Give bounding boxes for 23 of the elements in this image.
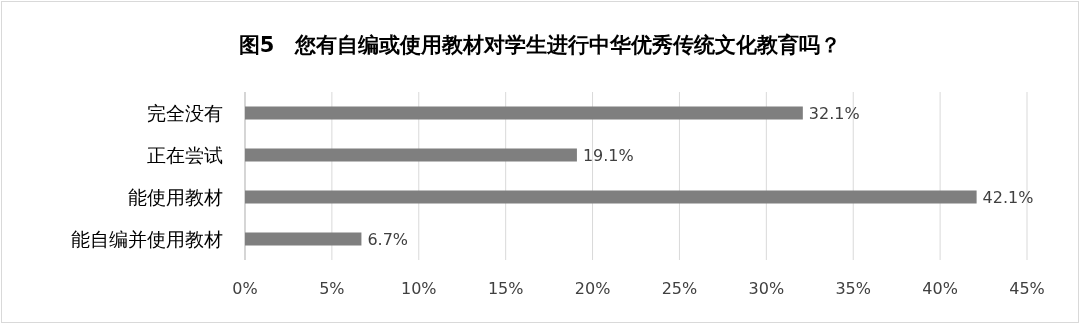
y-tick-label: 正在尝试 [147,144,223,166]
x-tick-label: 45% [1009,279,1045,298]
x-tick-label: 40% [922,279,958,298]
x-tick-label: 0% [232,279,258,298]
x-tick-label: 5% [319,279,345,298]
x-tick-label: 25% [661,279,698,298]
y-tick-label: 能自编并使用教材 [71,228,223,250]
bar [245,232,362,246]
bar [245,148,577,162]
x-tick-label: 30% [748,279,785,298]
y-tick-label: 完全没有 [147,102,223,124]
x-tick-label: 20% [574,279,611,298]
y-tick-label: 能使用教材 [128,186,223,208]
bar [245,106,803,120]
data-label: 32.1% [808,104,860,123]
x-tick-label: 10% [401,279,437,298]
data-label: 19.1% [582,146,634,165]
data-label: 6.7% [367,230,409,249]
data-label: 42.1% [982,188,1034,207]
chart-title: 图5 您有自编或使用教材对学生进行中华优秀传统文化教育吗？ [238,33,842,57]
bar [245,190,977,204]
x-tick-label: 35% [835,279,871,298]
x-tick-label: 15% [487,279,524,298]
